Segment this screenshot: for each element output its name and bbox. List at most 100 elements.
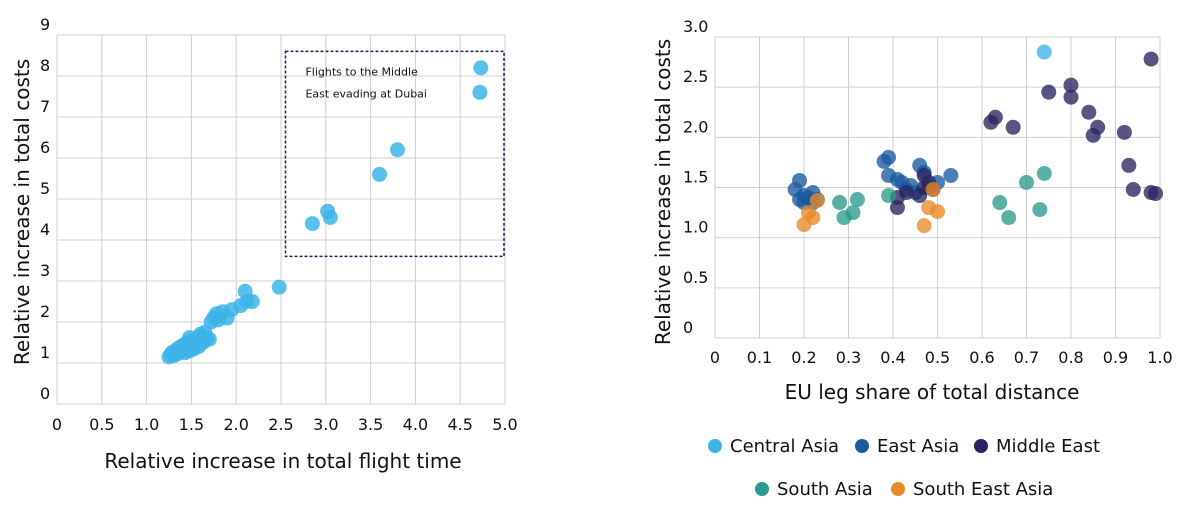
data-point: [1063, 89, 1079, 105]
legend-item: Central Asia: [708, 436, 839, 457]
right-y-tick-label: 1.5: [683, 168, 708, 187]
left-y-tick-label: 1: [40, 343, 50, 362]
right-x-ticks: 0 0.1 0.2 0.3 0.4 0.5 0.6 0.7 0.8 0.9 1.0: [710, 348, 1173, 367]
left-points: [161, 60, 489, 365]
data-point: [1116, 124, 1132, 140]
data-point: [832, 195, 848, 211]
left-y-tick-label: 4: [40, 220, 50, 239]
right-scatter-chart: 0 0.1 0.2 0.3 0.4 0.5 0.6 0.7 0.8 0.9 1.0 0 0.5 1.0 1…: [651, 17, 1173, 500]
left-y-tick-label: 3: [40, 261, 50, 280]
legend-swatch: [974, 439, 988, 453]
data-point: [1143, 51, 1159, 67]
right-points: [787, 44, 1164, 234]
legend-label: South East Asia: [913, 479, 1053, 500]
legend-item: South Asia: [755, 479, 873, 500]
left-x-tick-label: 5.0: [492, 415, 517, 434]
left-x-tick-label: 1.0: [134, 415, 159, 434]
legend-swatch: [855, 439, 869, 453]
data-point: [1081, 104, 1097, 120]
legend-label: Central Asia: [730, 436, 839, 457]
data-point: [1036, 44, 1052, 60]
data-point: [192, 326, 208, 342]
right-x-tick-label: 0.5: [925, 348, 950, 367]
left-x-tick-label: 3.0: [313, 415, 338, 434]
data-point: [1032, 202, 1048, 218]
right-x-axis-label: EU leg share of total distance: [785, 380, 1080, 404]
data-point: [322, 209, 338, 225]
annotation-text: Flights to the Middle: [305, 65, 418, 78]
data-point: [244, 294, 260, 309]
left-x-axis-label: Relative increase in total flight time: [104, 449, 461, 473]
left-x-tick-label: 3.5: [358, 415, 383, 434]
legend-swatch: [708, 439, 722, 453]
left-y-tick-label: 2: [40, 302, 50, 321]
right-x-tick-label: 0.7: [1014, 348, 1039, 367]
left-y-ticks: 0 1 2 3 4 5 6 7 8 9: [40, 15, 50, 403]
legend-swatch: [891, 482, 905, 496]
legend-item: Middle East: [974, 436, 1100, 457]
left-x-tick-label: 0.5: [89, 415, 114, 434]
data-point: [1041, 84, 1057, 100]
left-annotation: Flights to the Middle East evading at Dub…: [284, 50, 505, 258]
data-point: [881, 188, 897, 204]
legend-swatch: [755, 482, 769, 496]
left-y-tick-label: 0: [40, 384, 50, 403]
left-y-tick-label: 8: [40, 56, 50, 75]
legend-label: East Asia: [877, 436, 959, 457]
data-point: [805, 210, 821, 226]
legend-label: Middle East: [996, 436, 1100, 457]
annotation-text: East evading at Dubai: [305, 87, 427, 100]
data-point: [1036, 165, 1052, 181]
data-point: [1148, 186, 1164, 202]
left-y-axis-label: Relative increase in total costs: [10, 59, 34, 365]
data-point: [792, 172, 808, 188]
left-y-tick-label: 9: [40, 15, 50, 34]
data-point: [1063, 77, 1079, 93]
left-x-tick-label: 0: [52, 415, 62, 434]
data-point: [1125, 182, 1141, 198]
left-y-tick-label: 7: [40, 97, 50, 116]
data-point: [881, 149, 897, 165]
right-x-tick-label: 0.8: [1058, 348, 1083, 367]
data-point: [1001, 210, 1017, 226]
data-point: [987, 109, 1003, 125]
legend-item: South East Asia: [891, 479, 1053, 500]
data-point: [898, 185, 914, 201]
data-point: [930, 204, 945, 220]
right-y-tick-label: 2.5: [683, 67, 708, 86]
right-y-tick-label: 0: [683, 318, 693, 337]
left-x-tick-label: 1.5: [179, 415, 204, 434]
data-point: [1121, 157, 1137, 173]
data-point: [271, 279, 287, 295]
legend-label: South Asia: [777, 479, 873, 500]
left-scatter-chart: Flights to the Middle East evading at Dub…: [10, 15, 518, 473]
left-x-tick-label: 4.0: [403, 415, 428, 434]
data-point: [845, 205, 861, 221]
left-x-tick-label: 4.5: [447, 415, 472, 434]
right-grid: [714, 36, 1161, 339]
annotation-box: [284, 50, 505, 258]
data-point: [473, 60, 489, 76]
data-point: [304, 216, 320, 232]
right-x-tick-label: 1.0: [1147, 348, 1172, 367]
right-y-ticks: 0 0.5 1.0 1.5 2.0 2.5 3.0: [683, 17, 708, 337]
right-y-tick-label: 3.0: [683, 17, 708, 36]
data-point: [849, 192, 865, 208]
right-x-tick-label: 0.6: [969, 348, 994, 367]
data-point: [389, 142, 405, 158]
right-y-tick-label: 1.0: [683, 218, 708, 237]
data-point: [1090, 119, 1106, 135]
right-legend: Central Asia East Asia Middle East South As…: [708, 436, 1100, 500]
left-grid: [56, 34, 506, 405]
right-x-tick-label: 0.1: [747, 348, 772, 367]
left-x-tick-label: 2.0: [223, 415, 248, 434]
right-y-tick-label: 0.5: [683, 268, 708, 287]
right-x-tick-label: 0: [710, 348, 720, 367]
right-y-axis-label: Relative increase in total costs: [651, 39, 675, 345]
left-x-ticks: 0 0.5 1.0 1.5 2.0 2.5 3.0 3.5 4.0 4.5 5.0: [52, 415, 518, 434]
data-point: [925, 182, 941, 198]
data-point: [472, 84, 488, 100]
data-point: [1019, 174, 1034, 190]
left-x-tick-label: 2.5: [268, 415, 293, 434]
